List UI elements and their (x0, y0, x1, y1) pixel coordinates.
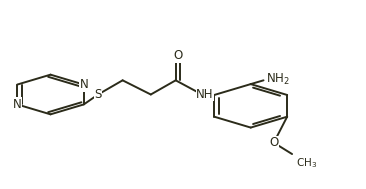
Text: N: N (79, 78, 88, 91)
Text: CH$_3$: CH$_3$ (296, 156, 317, 170)
Text: NH$_2$: NH$_2$ (266, 72, 290, 87)
Text: O: O (173, 49, 182, 62)
Text: NH: NH (196, 88, 214, 101)
Text: S: S (94, 88, 102, 101)
Text: N: N (13, 98, 22, 111)
Text: O: O (269, 136, 279, 149)
